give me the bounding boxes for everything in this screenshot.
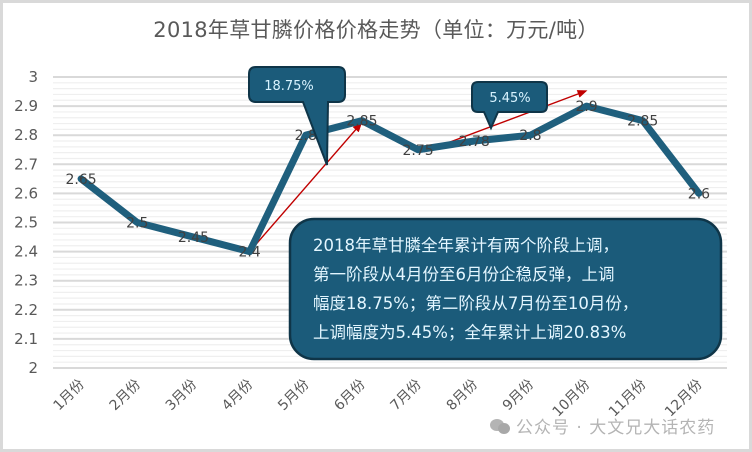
x-tick-label: 6月份 — [331, 377, 368, 414]
wechat-icon — [490, 419, 512, 435]
y-tick-label: 2.5 — [14, 214, 38, 232]
y-tick-label: 2.1 — [14, 330, 38, 348]
price-line — [77, 102, 703, 256]
callout-1-text: 18.75% — [264, 79, 314, 94]
data-label: 2.85 — [627, 114, 658, 130]
summary-line-4: 上调幅度为5.45%；全年累计上调20.83% — [313, 323, 626, 342]
watermark: 公众号 · 大文兄大话农药 — [490, 413, 715, 438]
y-tick-label: 2.7 — [14, 155, 38, 173]
x-tick-label: 1月份 — [50, 377, 87, 414]
data-label: 2.8 — [519, 128, 541, 144]
x-tick-label: 2月份 — [107, 377, 144, 414]
summary-line-3: 幅度18.75%；第二阶段从7月份至10月份， — [313, 294, 638, 313]
y-tick-label: 2.4 — [14, 243, 38, 261]
chart-title: 2018年草甘膦价格价格走势（单位：万元/吨） — [153, 18, 599, 42]
x-tick-label: 7月份 — [387, 377, 424, 414]
data-label: 2.75 — [402, 143, 433, 159]
y-tick-label: 2.8 — [14, 126, 38, 144]
x-tick-label: 8月份 — [444, 377, 481, 414]
data-label: 2.45 — [178, 230, 209, 246]
data-label: 2.65 — [65, 172, 96, 188]
summary-line-2: 第一阶段从4月份至6月份企稳反弹，上调 — [313, 265, 615, 284]
callout-2-text: 5.45% — [489, 91, 530, 106]
callout-18-75: 18.75% — [248, 66, 346, 166]
y-tick-label: 2.3 — [14, 272, 38, 290]
data-labels: 2.65 2.5 2.45 2.4 2.8 2.85 2.75 2.78 2.8 2.9 2.85 2… — [65, 99, 710, 261]
data-label: 2.4 — [238, 245, 260, 261]
data-label: 2.78 — [459, 134, 490, 150]
x-tick-label: 3月份 — [163, 377, 200, 414]
callout-5-45: 5.45% — [471, 81, 548, 131]
data-label: 2.85 — [346, 114, 377, 130]
y-tick-label: 2.2 — [14, 301, 38, 319]
data-label: 2.8 — [295, 128, 317, 144]
x-tick-label: 5月份 — [275, 377, 312, 414]
data-label: 2.5 — [126, 216, 148, 232]
y-axis: 3 2.9 2.8 2.7 2.6 2.5 2.4 2.3 2.2 2.1 2 — [14, 68, 38, 377]
data-label: 2.9 — [575, 99, 597, 115]
y-tick-label: 2.6 — [14, 184, 38, 202]
summary-line-1: 2018年草甘膦全年累计有两个阶段上调， — [313, 236, 619, 255]
y-tick-label: 3 — [28, 68, 38, 86]
y-tick-label: 2.9 — [14, 97, 38, 115]
y-tick-label: 2 — [28, 359, 38, 377]
watermark-text: 公众号 · 大文兄大话农药 — [516, 418, 716, 438]
x-tick-label: 4月份 — [219, 377, 256, 414]
x-tick-label: 9月份 — [500, 377, 537, 414]
arrow-apr-jun — [249, 122, 363, 253]
data-label: 2.6 — [688, 186, 710, 202]
summary-box: 2018年草甘膦全年累计有两个阶段上调， 第一阶段从4月份至6月份企稳反弹，上调… — [288, 217, 723, 361]
